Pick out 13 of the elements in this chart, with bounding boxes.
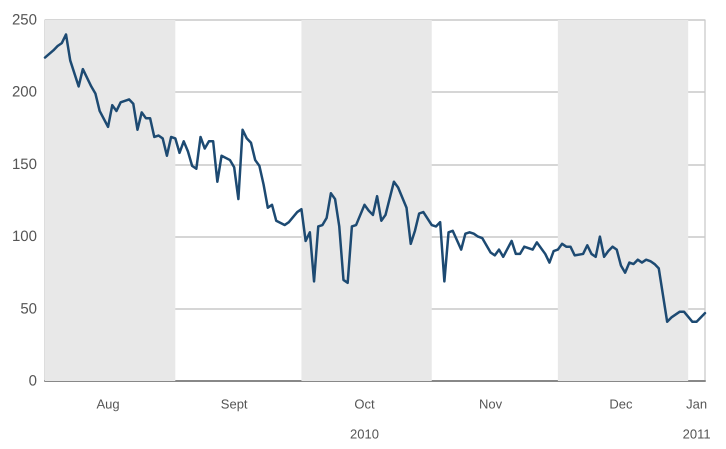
y-tick-label: 250 xyxy=(12,12,37,28)
y-tick-label: 150 xyxy=(12,156,37,173)
x-tick-label: Dec xyxy=(609,396,633,412)
x-tick-label: Aug xyxy=(96,396,120,412)
line-series xyxy=(44,33,706,324)
x-tick-label: Sept xyxy=(220,396,248,412)
x-tick-label: Jan 2011 xyxy=(682,396,711,442)
x-tick-label: Oct 2010 xyxy=(350,396,379,442)
y-tick-label: 200 xyxy=(12,84,37,101)
y-tick-label: 100 xyxy=(12,228,37,246)
x-tick-label: Nov xyxy=(479,396,503,412)
y-tick-label: 50 xyxy=(20,300,37,318)
y-tick-label: 0 xyxy=(28,372,37,390)
